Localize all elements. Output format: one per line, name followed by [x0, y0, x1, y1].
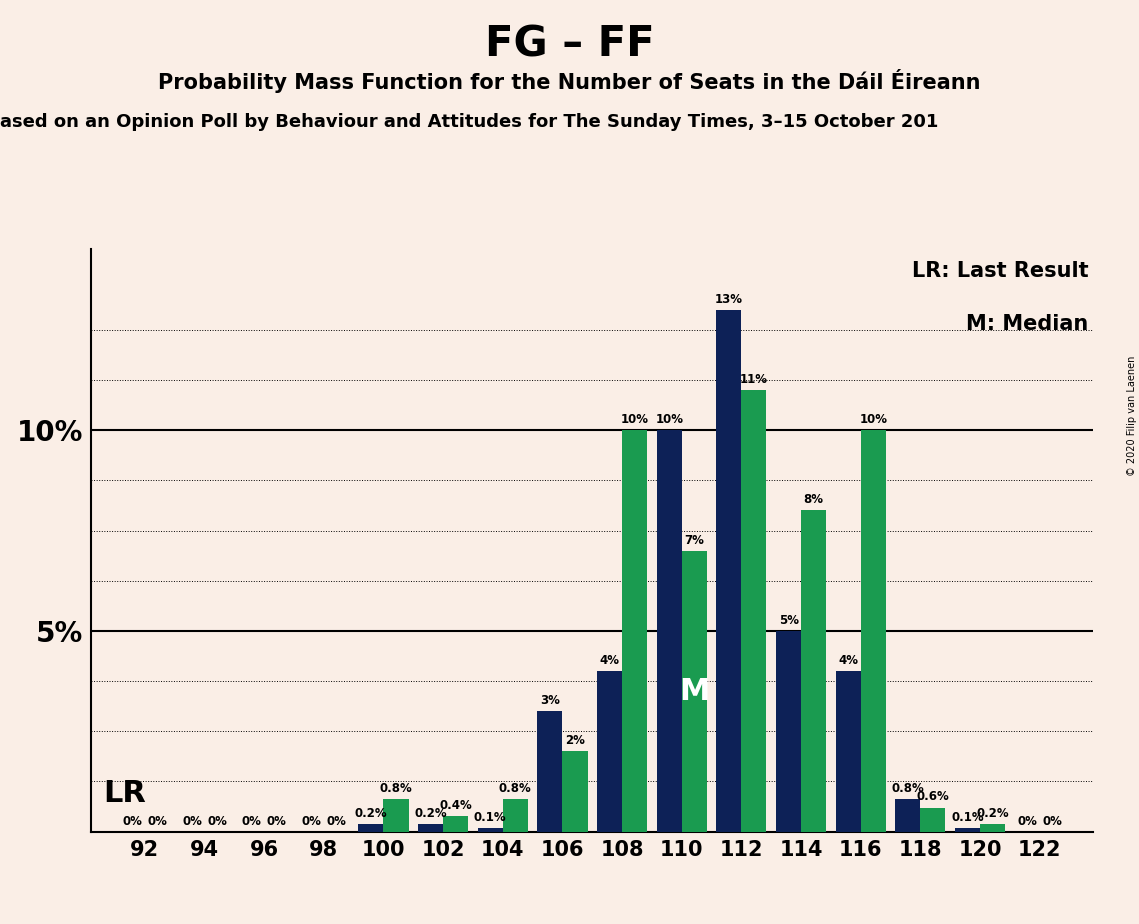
Text: 10%: 10% — [655, 413, 683, 426]
Text: 0%: 0% — [122, 815, 142, 828]
Text: 3%: 3% — [540, 694, 560, 707]
Bar — [836, 671, 861, 832]
Text: 7%: 7% — [685, 533, 704, 547]
Text: 0%: 0% — [327, 815, 346, 828]
Text: 0%: 0% — [1042, 815, 1063, 828]
Text: 0.1%: 0.1% — [474, 810, 507, 823]
Text: ased on an Opinion Poll by Behaviour and Attitudes for The Sunday Times, 3–15 Oc: ased on an Opinion Poll by Behaviour and… — [0, 113, 939, 130]
Bar — [622, 431, 647, 832]
Bar — [384, 799, 409, 832]
Text: 0.8%: 0.8% — [379, 783, 412, 796]
Text: 0%: 0% — [147, 815, 167, 828]
Text: 0.4%: 0.4% — [440, 798, 472, 811]
Bar — [477, 828, 502, 832]
Text: 0%: 0% — [241, 815, 262, 828]
Text: FG – FF: FG – FF — [485, 23, 654, 65]
Bar — [418, 823, 443, 832]
Text: 0.8%: 0.8% — [892, 783, 924, 796]
Text: 0.2%: 0.2% — [415, 807, 446, 820]
Text: 8%: 8% — [804, 493, 823, 506]
Text: 4%: 4% — [838, 654, 858, 667]
Text: © 2020 Filip van Laenen: © 2020 Filip van Laenen — [1126, 356, 1137, 476]
Text: 0.2%: 0.2% — [354, 807, 387, 820]
Text: 2%: 2% — [565, 735, 585, 748]
Bar — [920, 808, 945, 832]
Text: 0.8%: 0.8% — [499, 783, 532, 796]
Text: 0%: 0% — [1017, 815, 1038, 828]
Bar — [741, 390, 767, 832]
Text: 5%: 5% — [779, 614, 798, 626]
Bar — [801, 510, 826, 832]
Text: 0%: 0% — [267, 815, 287, 828]
Text: Probability Mass Function for the Number of Seats in the Dáil Éireann: Probability Mass Function for the Number… — [158, 69, 981, 93]
Bar — [538, 711, 563, 832]
Bar — [682, 551, 707, 832]
Bar — [359, 823, 384, 832]
Text: 0.6%: 0.6% — [917, 791, 949, 804]
Text: 4%: 4% — [599, 654, 620, 667]
Bar — [443, 816, 468, 832]
Bar — [716, 310, 741, 832]
Bar — [563, 751, 588, 832]
Text: 0%: 0% — [207, 815, 227, 828]
Text: LR: LR — [103, 779, 146, 808]
Text: M: M — [679, 676, 710, 706]
Bar — [895, 799, 920, 832]
Bar — [954, 828, 980, 832]
Text: 0.2%: 0.2% — [976, 807, 1009, 820]
Text: 13%: 13% — [715, 293, 743, 306]
Text: 10%: 10% — [621, 413, 648, 426]
Text: 11%: 11% — [740, 373, 768, 386]
Bar — [861, 431, 886, 832]
Bar — [657, 431, 682, 832]
Text: M: Median: M: Median — [966, 313, 1089, 334]
Text: 0%: 0% — [302, 815, 321, 828]
Text: 0%: 0% — [182, 815, 202, 828]
Text: LR: Last Result: LR: Last Result — [912, 261, 1089, 281]
Text: 10%: 10% — [859, 413, 887, 426]
Bar — [980, 823, 1005, 832]
Bar — [597, 671, 622, 832]
Bar — [502, 799, 527, 832]
Text: 0.1%: 0.1% — [951, 810, 984, 823]
Bar — [776, 631, 801, 832]
